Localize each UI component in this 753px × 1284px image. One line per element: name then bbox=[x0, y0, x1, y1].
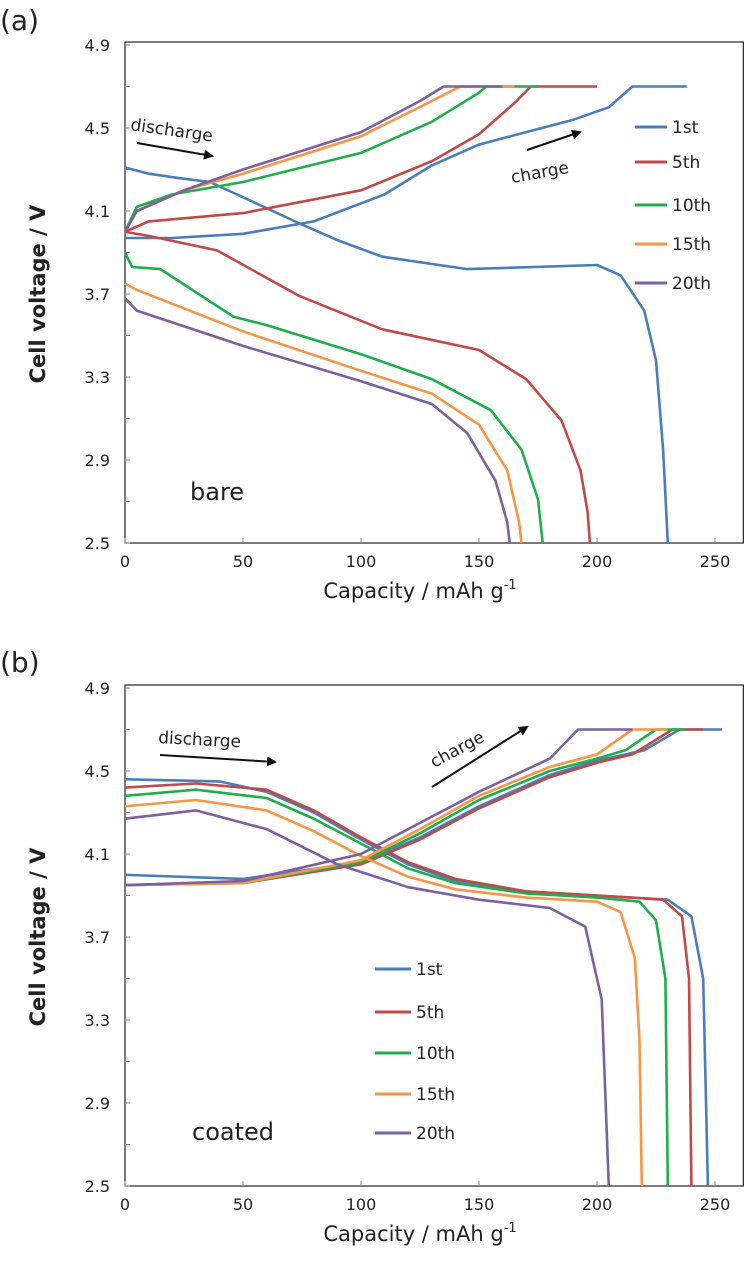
plot-frame bbox=[124, 41, 744, 544]
x-axis-label-superscript: -1 bbox=[504, 578, 517, 593]
x-tick-label: 50 bbox=[233, 552, 253, 571]
x-tick-label: 150 bbox=[464, 1195, 495, 1214]
series-1st-discharge-line bbox=[124, 778, 710, 1187]
y-tick-label: 3.7 bbox=[85, 285, 110, 304]
y-tick-label: 3.3 bbox=[85, 1011, 110, 1030]
y-tick-label: 2.5 bbox=[85, 1177, 110, 1196]
charge-arrow bbox=[526, 129, 582, 151]
y-tick-label: 3.3 bbox=[85, 368, 110, 387]
panel-a: 4.9 4.5 4.1 3.7 3.3 2.9 2.5 0 50 100 150 200 250 Capa… bbox=[0, 4, 744, 603]
x-axis-label: Capacity / mAh g-1 bbox=[323, 1221, 516, 1246]
y-tick-label: 4.9 bbox=[85, 679, 110, 698]
series-20th-discharge-line bbox=[124, 297, 511, 544]
x-tick-label: 0 bbox=[120, 1195, 130, 1214]
x-tick-label: 250 bbox=[700, 552, 731, 571]
x-tick-label: 250 bbox=[700, 1195, 731, 1214]
series-5th-discharge-line bbox=[124, 782, 693, 1187]
discharge-arrow bbox=[159, 754, 277, 767]
plot-frame bbox=[124, 684, 744, 1187]
x-tick-label: 200 bbox=[582, 1195, 613, 1214]
panel-b: 4.9 4.5 4.1 3.7 3.3 2.9 2.5 0 50 100 150 200 250 Capa… bbox=[0, 646, 744, 1246]
series-1st-charge-line bbox=[124, 728, 723, 881]
y-tick-label: 4.5 bbox=[85, 762, 110, 781]
series-1st-discharge-line bbox=[124, 166, 670, 544]
y-axis-label: Cell voltage / V bbox=[26, 204, 50, 383]
legend-label: 15th bbox=[416, 1085, 455, 1105]
discharge-arrow bbox=[136, 142, 214, 160]
x-tick-label: 200 bbox=[582, 552, 613, 571]
legend-label: 10th bbox=[416, 1044, 455, 1064]
charge-arrow bbox=[431, 725, 529, 788]
x-axis-label-text: Capacity / mAh g bbox=[323, 1222, 503, 1246]
panel-label: (b) bbox=[0, 646, 40, 679]
x-axis-label: Capacity / mAh g-1 bbox=[323, 578, 516, 603]
series-10th-discharge-line bbox=[123, 251, 544, 544]
legend-label: 20th bbox=[416, 1124, 455, 1144]
legend-label: 1st bbox=[416, 960, 443, 980]
y-tick-label: 4.9 bbox=[85, 36, 110, 55]
x-tick-label: 50 bbox=[233, 1195, 253, 1214]
y-tick-label: 2.9 bbox=[85, 1094, 110, 1113]
x-tick-label: 100 bbox=[346, 552, 377, 571]
charge-annotation: charge bbox=[427, 727, 488, 772]
series-20th-charge-line bbox=[124, 728, 633, 887]
y-tick-label: 2.5 bbox=[85, 534, 110, 553]
x-tick-label: 150 bbox=[464, 552, 495, 571]
legend-label: 5th bbox=[416, 1003, 444, 1023]
sample-annotation: bare bbox=[190, 478, 244, 506]
series-1st-charge-line bbox=[125, 85, 687, 240]
sample-annotation: coated bbox=[192, 1118, 274, 1146]
y-tick-label: 2.9 bbox=[85, 451, 110, 470]
y-tick-label: 4.1 bbox=[85, 202, 110, 221]
x-tick-label: 100 bbox=[346, 1195, 377, 1214]
y-tick-label: 3.7 bbox=[85, 928, 110, 947]
charge-annotation: charge bbox=[509, 158, 570, 188]
legend-label: 5th bbox=[672, 153, 700, 173]
y-tick-label: 4.5 bbox=[85, 119, 110, 138]
panel-label: (a) bbox=[0, 4, 39, 37]
series-10th-discharge-line bbox=[124, 788, 670, 1187]
series-20th-discharge-line bbox=[124, 809, 611, 1187]
x-axis-label-superscript: -1 bbox=[504, 1221, 517, 1236]
discharge-annotation: discharge bbox=[158, 728, 242, 752]
y-tick-label: 4.1 bbox=[85, 845, 110, 864]
series-15th-charge-line bbox=[124, 728, 668, 887]
x-axis-label-text: Capacity / mAh g bbox=[323, 579, 503, 603]
legend-label: 10th bbox=[672, 196, 711, 216]
legend-label: 15th bbox=[672, 235, 711, 255]
series-15th-discharge-line bbox=[124, 798, 644, 1187]
series-5th-charge-line bbox=[124, 85, 597, 233]
series-15th-discharge-line bbox=[124, 282, 523, 544]
series-5th-discharge-line bbox=[124, 230, 592, 544]
y-axis-label: Cell voltage / V bbox=[26, 847, 50, 1026]
series-20th-charge-line bbox=[123, 85, 503, 233]
x-tick-label: 0 bbox=[120, 552, 130, 571]
series-10th-charge-line bbox=[123, 85, 538, 233]
discharge-annotation: discharge bbox=[129, 115, 214, 146]
legend-label: 20th bbox=[672, 274, 711, 294]
legend-label: 1st bbox=[672, 118, 699, 138]
